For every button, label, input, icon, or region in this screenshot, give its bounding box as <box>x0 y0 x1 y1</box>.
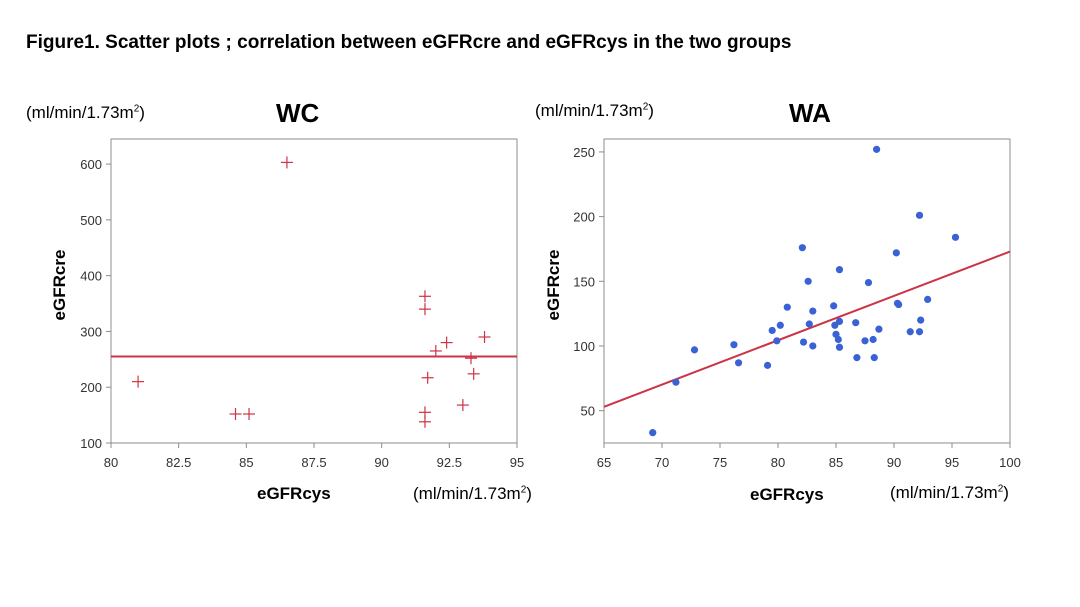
wc-x-tick-label: 80 <box>104 455 118 470</box>
wa-data-point <box>672 378 680 386</box>
wc-data-point <box>467 367 480 380</box>
wa-data-point <box>895 300 903 309</box>
wa-x-tick-label: 100 <box>999 455 1021 470</box>
wc-x-tick-label: 82.5 <box>166 455 191 470</box>
figure-title: Figure1. Scatter plots ; correlation bet… <box>26 32 792 53</box>
wa-x-tick-label: 65 <box>597 455 611 470</box>
wa-data-point <box>799 338 808 346</box>
wa-x-axis-label: eGFRcys <box>750 485 824 504</box>
wc-data-point <box>132 375 145 388</box>
wa-data-point <box>875 325 883 333</box>
wc-y-tick-label: 600 <box>80 157 102 172</box>
wa-data-point <box>809 307 817 315</box>
wc-data-point <box>418 415 431 428</box>
wa-data-point <box>951 233 960 241</box>
wa-data-point <box>649 429 657 437</box>
wa-data-point <box>852 319 860 327</box>
wc-data-point <box>464 352 477 365</box>
wa-panel-title: WA <box>789 98 831 128</box>
wc-data-point <box>429 344 442 357</box>
wa-y-unit: (ml/min/1.73m2) <box>535 101 654 120</box>
wa-data-point <box>924 295 932 304</box>
wc-data-point <box>478 331 491 344</box>
wa-data-point <box>804 277 812 285</box>
wa-data-point <box>805 320 813 328</box>
wa-data-point <box>835 343 844 351</box>
wc-data-point <box>421 371 434 384</box>
wa-data-point <box>835 317 844 325</box>
wa-data-point <box>830 302 838 310</box>
wa-x-tick-label: 70 <box>655 455 669 470</box>
wc-x-unit: (ml/min/1.73m2) <box>413 484 532 503</box>
wa-data-point <box>834 335 842 344</box>
wa-data-point <box>776 321 784 329</box>
wa-data-point <box>917 316 925 324</box>
wa-data-point <box>773 337 781 345</box>
wa-data-point <box>873 145 881 153</box>
wc-y-tick-label: 400 <box>80 269 102 284</box>
wc-data-point <box>229 407 242 420</box>
wc-x-axis-label: eGFRcys <box>257 484 331 503</box>
wa-y-tick-label: 100 <box>573 339 595 354</box>
wc-y-unit: (ml/min/1.73m2) <box>26 103 145 122</box>
wc-data-point <box>418 303 431 316</box>
wc-plot-frame <box>110 138 518 444</box>
wa-y-tick-label: 200 <box>573 210 595 225</box>
wa-data-point <box>869 335 877 344</box>
wc-plot: 80 82.5 85 87.5 90 92.5 95 100 200 300 400 500 600 <box>80 138 524 470</box>
wa-data-point <box>861 337 869 345</box>
wa-data-point <box>809 342 817 350</box>
wa-x-unit: (ml/min/1.73m2) <box>890 483 1009 502</box>
wa-data-point <box>768 326 776 335</box>
wc-x-tick-label: 90 <box>374 455 388 470</box>
wa-data-point <box>892 249 900 257</box>
wc-data-point <box>440 336 453 349</box>
wa-data-point <box>798 244 806 252</box>
wa-data-point <box>690 346 699 354</box>
wc-y-tick-label: 500 <box>80 213 102 228</box>
wc-y-tick-label: 200 <box>80 380 102 395</box>
wa-data-point <box>734 359 743 367</box>
wa-data-point <box>915 328 924 336</box>
wa-y-tick-label: 250 <box>573 145 595 160</box>
wa-data-point <box>915 211 924 219</box>
wa-plot: 65 70 75 80 85 90 95 100 50 100 150 200 250 <box>573 138 1021 470</box>
wa-y-tick-label: 50 <box>581 404 595 419</box>
wa-x-tick-label: 80 <box>771 455 785 470</box>
wa-x-tick-label: 85 <box>829 455 843 470</box>
wc-x-tick-label: 92.5 <box>437 455 462 470</box>
wc-data-point <box>456 399 469 412</box>
wa-data-point <box>906 328 914 336</box>
wa-x-tick-label: 95 <box>945 455 959 470</box>
wa-data-point <box>730 341 738 349</box>
wc-y-tick-label: 100 <box>80 436 102 451</box>
wa-x-tick-label: 90 <box>887 455 901 470</box>
wa-data-point <box>835 266 844 274</box>
wc-x-tick-label: 95 <box>510 455 524 470</box>
wa-data-point <box>870 354 878 362</box>
wc-data-point <box>243 407 256 420</box>
wa-plot-frame <box>603 138 1011 444</box>
wa-data-point <box>864 278 873 287</box>
wa-x-tick-label: 75 <box>713 455 727 470</box>
wc-data-point <box>280 156 293 169</box>
wc-data-point <box>418 290 431 303</box>
wc-x-tick-label: 85 <box>239 455 253 470</box>
wa-data-point <box>853 354 861 362</box>
wa-data-point <box>763 361 772 369</box>
wc-panel-title: WC <box>276 98 320 128</box>
wa-y-tick-label: 150 <box>573 274 595 289</box>
wc-x-tick-label: 87.5 <box>301 455 326 470</box>
wa-data-point <box>783 303 791 311</box>
wc-y-tick-label: 300 <box>80 324 102 339</box>
wa-fit-line <box>603 250 1011 408</box>
